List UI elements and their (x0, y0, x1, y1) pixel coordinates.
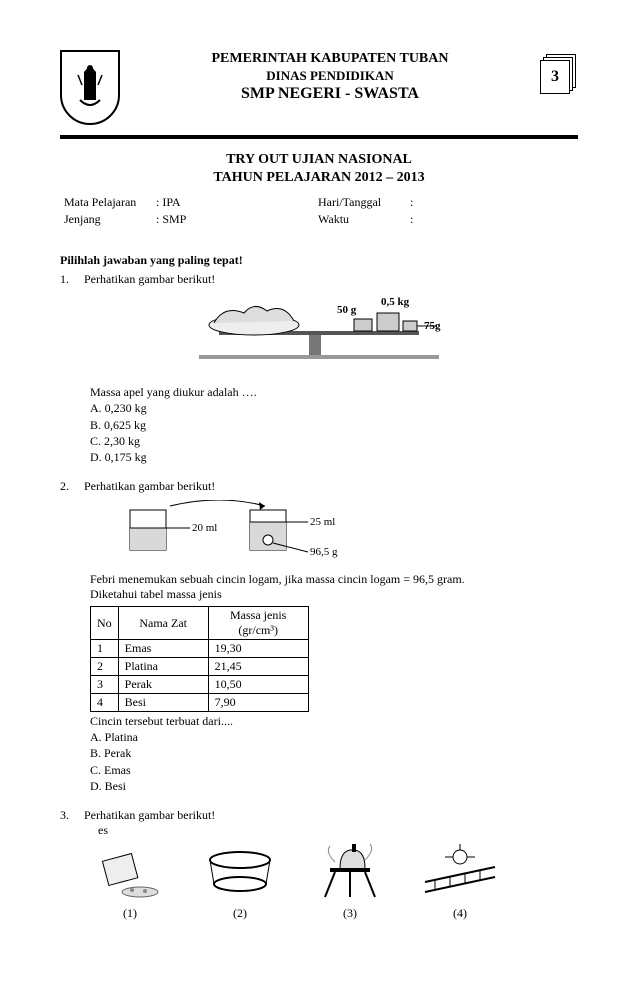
density-table-body: 1Emas19,302Platina21,453Perak10,504Besi7… (91, 640, 309, 712)
table-header: Nama Zat (118, 607, 208, 640)
question-text: Perhatikan gambar berikut! (84, 272, 578, 287)
choice-c: C. Emas (90, 762, 578, 778)
title-line1: TRY OUT UJIAN NASIONAL (60, 151, 578, 169)
q3-fig-1: (1) (90, 842, 170, 921)
instruction: Pilihlah jawaban yang paling tepat! (60, 253, 578, 268)
sub-label: (1) (90, 906, 170, 921)
table-cell: 19,30 (208, 640, 308, 658)
dept-line: DINAS PENDIDIKAN (136, 68, 524, 84)
page-number-icon: 3 (540, 54, 578, 92)
exam-page: PEMERINTAH KABUPATEN TUBAN DINAS PENDIDI… (0, 0, 638, 951)
title-line2: TAHUN PELAJARAN 2012 – 2013 (60, 169, 578, 187)
q2-line2: Diketahui tabel massa jenis (90, 587, 578, 602)
table-cell: 21,45 (208, 658, 308, 676)
meta-value: : SMP (154, 212, 314, 227)
question-number: 2. (60, 479, 84, 494)
question-text: Perhatikan gambar berikut! (84, 479, 578, 494)
q2-prompt: Cincin tersebut terbuat dari.... (90, 714, 578, 729)
q1-figure: 50 g 0,5 kg 75g (60, 293, 578, 377)
gov-line: PEMERINTAH KABUPATEN TUBAN (136, 50, 524, 68)
q1-choices: A. 0,230 kg B. 0,625 kg C. 2,30 kg D. 0,… (90, 400, 578, 465)
weight-label-50g: 50 g (337, 304, 357, 316)
table-cell: 10,50 (208, 676, 308, 694)
school-line: SMP NEGERI - SWASTA (136, 84, 524, 104)
sub-label: (3) (310, 906, 390, 921)
meta-value: : (408, 212, 576, 227)
table-header: No (91, 607, 119, 640)
density-table: No Nama Zat Massa jenis (gr/cm³) 1Emas19… (90, 606, 309, 712)
exam-title: TRY OUT UJIAN NASIONAL TAHUN PELAJARAN 2… (60, 151, 578, 187)
q2-line1: Febri menemukan sebuah cincin logam, jik… (90, 572, 578, 587)
sub-label: (4) (420, 906, 500, 921)
meta-value: : IPA (154, 195, 314, 210)
es-label: es (98, 823, 578, 838)
choice-a: A. 0,230 kg (90, 400, 578, 416)
table-cell: Emas (118, 640, 208, 658)
table-header: Massa jenis (gr/cm³) (208, 607, 308, 640)
table-row: 4Besi7,90 (91, 694, 309, 712)
meta-label: Mata Pelajaran (62, 195, 152, 210)
table-cell: Perak (118, 676, 208, 694)
beaker-label-25ml: 25 ml (310, 516, 335, 528)
meta-table: Mata Pelajaran : IPA Hari/Tanggal : Jenj… (60, 193, 578, 229)
question-number: 3. (60, 808, 84, 823)
q3-figures: (1) (2) (90, 842, 578, 921)
beaker-label-20ml: 20 ml (192, 522, 217, 534)
choice-d: D. 0,175 kg (90, 449, 578, 465)
choice-d: D. Besi (90, 778, 578, 794)
table-cell: Besi (118, 694, 208, 712)
table-cell: 3 (91, 676, 119, 694)
choice-c: C. 2,30 kg (90, 433, 578, 449)
table-row: 2Platina21,45 (91, 658, 309, 676)
table-cell: 1 (91, 640, 119, 658)
q2-choices: A. Platina B. Perak C. Emas D. Besi (90, 729, 578, 794)
meta-label: Hari/Tanggal (316, 195, 406, 210)
table-cell: 7,90 (208, 694, 308, 712)
q3-fig-3: (3) (310, 842, 390, 921)
q2-figure: 20 ml 25 ml 96,5 g (120, 500, 578, 564)
q1-prompt: Massa apel yang diukur adalah …. (90, 385, 578, 400)
weight-label-75g: 75g (424, 320, 441, 332)
table-row: 1Emas19,30 (91, 640, 309, 658)
meta-label: Waktu (316, 212, 406, 227)
choice-b: B. 0,625 kg (90, 417, 578, 433)
logo-icon (60, 50, 120, 125)
table-cell: Platina (118, 658, 208, 676)
meta-value: : (408, 195, 576, 210)
header: PEMERINTAH KABUPATEN TUBAN DINAS PENDIDI… (60, 50, 578, 125)
header-titles: PEMERINTAH KABUPATEN TUBAN DINAS PENDIDI… (136, 50, 524, 104)
weight-label-05kg: 0,5 kg (381, 296, 410, 308)
meta-label: Jenjang (62, 212, 152, 227)
choice-a: A. Platina (90, 729, 578, 745)
mass-label: 96,5 g (310, 546, 338, 558)
question-1: 1. Perhatikan gambar berikut! 50 g (60, 272, 578, 465)
q3-fig-2: (2) (200, 842, 280, 921)
table-row: 3Perak10,50 (91, 676, 309, 694)
choice-b: B. Perak (90, 745, 578, 761)
question-text: Perhatikan gambar berikut! (84, 808, 578, 823)
divider (60, 135, 578, 139)
question-3: 3. Perhatikan gambar berikut! es (1) (60, 808, 578, 921)
sub-label: (2) (200, 906, 280, 921)
page-number: 3 (540, 60, 570, 94)
table-cell: 4 (91, 694, 119, 712)
q3-fig-4: (4) (420, 842, 500, 921)
table-cell: 2 (91, 658, 119, 676)
question-number: 1. (60, 272, 84, 287)
question-2: 2. Perhatikan gambar berikut! 20 m (60, 479, 578, 794)
